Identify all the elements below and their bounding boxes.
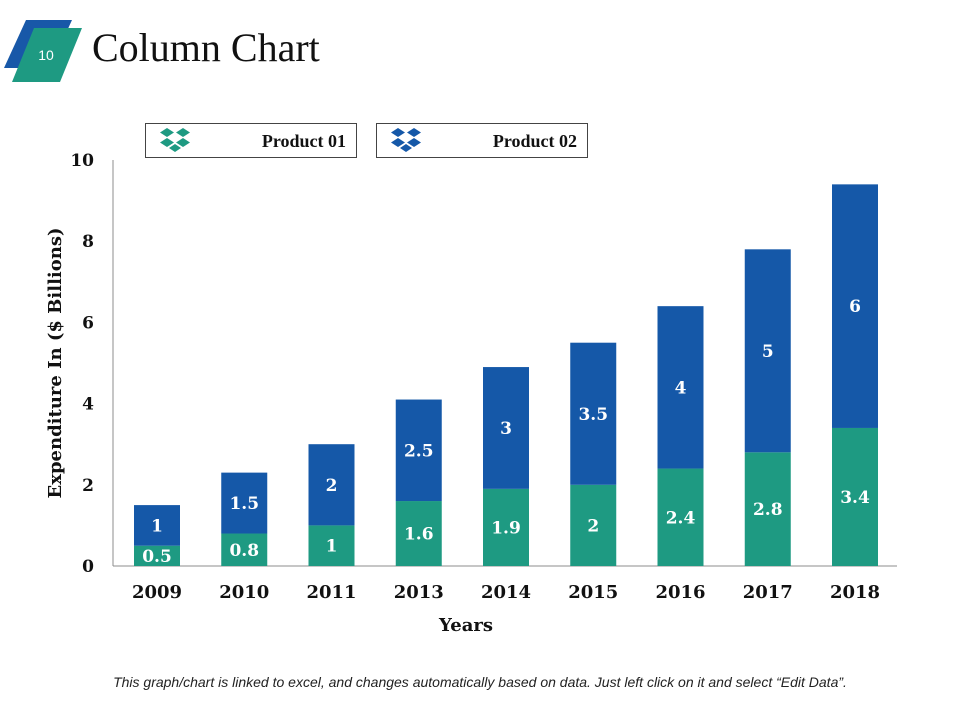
data-label: 5	[762, 342, 774, 362]
y-tick-label: 8	[82, 232, 94, 252]
page-title: Column Chart	[92, 25, 320, 70]
data-label: 0.8	[229, 541, 259, 561]
bar-product-02[interactable]	[570, 342, 617, 485]
bar-product-02[interactable]	[395, 399, 442, 502]
bar-product-01[interactable]	[308, 525, 355, 566]
data-label: 0.5	[142, 547, 172, 567]
column-chart: 0 2 4 6 8 10 0.5 1 2009 0.8 1.5 2010 1 2 2011 1.6 2.5 201…	[45, 151, 897, 636]
data-label: 1.6	[404, 525, 434, 545]
data-label: 6	[849, 297, 861, 317]
bar-product-02[interactable]	[744, 249, 791, 453]
bar-product-02[interactable]	[221, 472, 268, 534]
data-label: 2.8	[753, 500, 783, 520]
y-tick-label: 2	[82, 476, 94, 496]
bar-product-02[interactable]	[657, 306, 704, 469]
data-label: 2.5	[404, 441, 434, 461]
bar-product-01[interactable]	[483, 488, 529, 566]
bar-product-01[interactable]	[832, 427, 878, 566]
data-label: 1	[151, 516, 163, 536]
x-tick-label: 2016	[655, 582, 705, 603]
y-axis-title: Expenditure In ($ Billions)	[45, 228, 66, 499]
x-tick-label: 2013	[394, 582, 444, 603]
x-tick-label: 2014	[481, 582, 531, 603]
legend-item-product-02[interactable]: Product 02	[376, 123, 588, 158]
data-label: 2	[326, 476, 338, 496]
dropbox-icon	[391, 128, 421, 152]
bar-product-01[interactable]	[570, 484, 617, 566]
x-tick-label: 2018	[830, 582, 880, 603]
y-tick-label: 0	[82, 557, 94, 577]
slide-number: 10	[38, 47, 54, 63]
data-label: 1	[326, 537, 338, 557]
y-tick-label: 4	[82, 395, 94, 415]
x-tick-label: 2009	[132, 582, 182, 603]
x-tick-label: 2017	[743, 582, 793, 603]
bar-product-01[interactable]	[657, 468, 704, 566]
data-label: 3.4	[840, 488, 870, 508]
bar-product-01[interactable]	[395, 501, 442, 566]
data-label: 1.9	[491, 518, 521, 538]
bar-product-02[interactable]	[483, 367, 529, 489]
x-tick-label: 2010	[219, 582, 269, 603]
y-tick-label: 6	[82, 313, 94, 333]
slide-number-badge: 10	[4, 20, 82, 82]
bar-product-02[interactable]	[308, 444, 355, 526]
data-label: 4	[675, 378, 687, 398]
legend-item-product-01[interactable]: Product 01	[145, 123, 357, 158]
y-tick-label: 10	[70, 151, 94, 171]
bar-product-01[interactable]	[134, 545, 180, 566]
data-label: 2	[587, 516, 599, 536]
x-axis-title: Years	[438, 615, 493, 636]
data-label: 1.5	[229, 494, 259, 514]
legend-label: Product 02	[492, 131, 577, 151]
x-tick-label: 2015	[568, 582, 618, 603]
bar-product-02[interactable]	[134, 505, 180, 546]
data-label: 2.4	[666, 508, 696, 528]
badge-front-shape	[12, 28, 82, 82]
bar-product-02[interactable]	[832, 184, 878, 428]
bar-product-01[interactable]	[744, 452, 791, 566]
legend-label: Product 01	[261, 131, 346, 151]
bar-product-01[interactable]	[221, 533, 268, 566]
data-label: 3.5	[578, 405, 608, 425]
dropbox-icon	[160, 128, 190, 152]
footnote: This graph/chart is linked to excel, and…	[113, 674, 847, 690]
x-tick-label: 2011	[306, 582, 356, 603]
data-label: 3	[500, 419, 512, 439]
